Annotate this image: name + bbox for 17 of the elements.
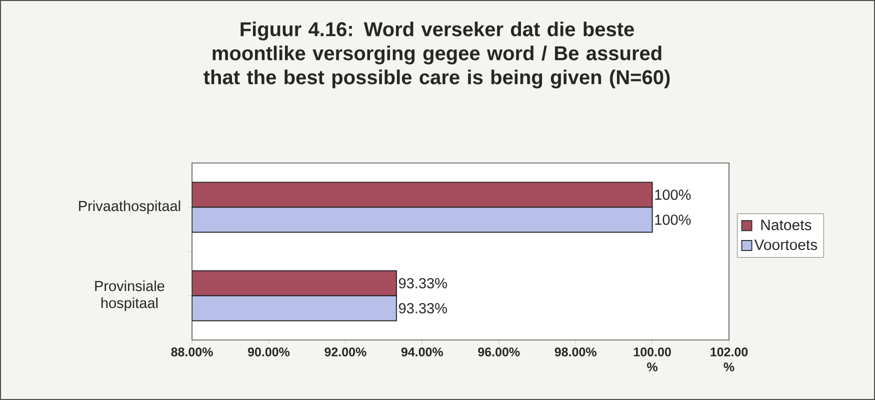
y-tick-label: Privaathospitaal	[79, 200, 180, 214]
data-label: 93.33%	[398, 303, 447, 314]
x-tick-label: 98.00%	[554, 348, 596, 356]
data-label: 93.33%	[398, 278, 447, 288]
x-tick-label: 102.00 %	[710, 348, 748, 372]
y-tick-label: Provinsiale hospitaal	[95, 280, 164, 312]
data-label: 100%	[655, 190, 691, 200]
x-tick-label: 94.00%	[401, 348, 444, 356]
chart-title: Figuur 4.16: Word verseker dat die beste moontlike versorging gegee word / Be assured that the best possible care is being given (N=60)	[204, 22, 670, 88]
x-tick-label: 100.00 %	[634, 348, 671, 372]
legend-label: Natoets	[761, 220, 812, 230]
x-tick-label: 92.00%	[324, 348, 366, 356]
legend-label: Voortoets	[754, 240, 818, 250]
x-tick-label: 90.00%	[248, 348, 290, 356]
x-tick-label: 88.00%	[171, 348, 213, 356]
x-tick-label: 96.00%	[478, 348, 520, 356]
data-label: 100%	[655, 214, 691, 225]
